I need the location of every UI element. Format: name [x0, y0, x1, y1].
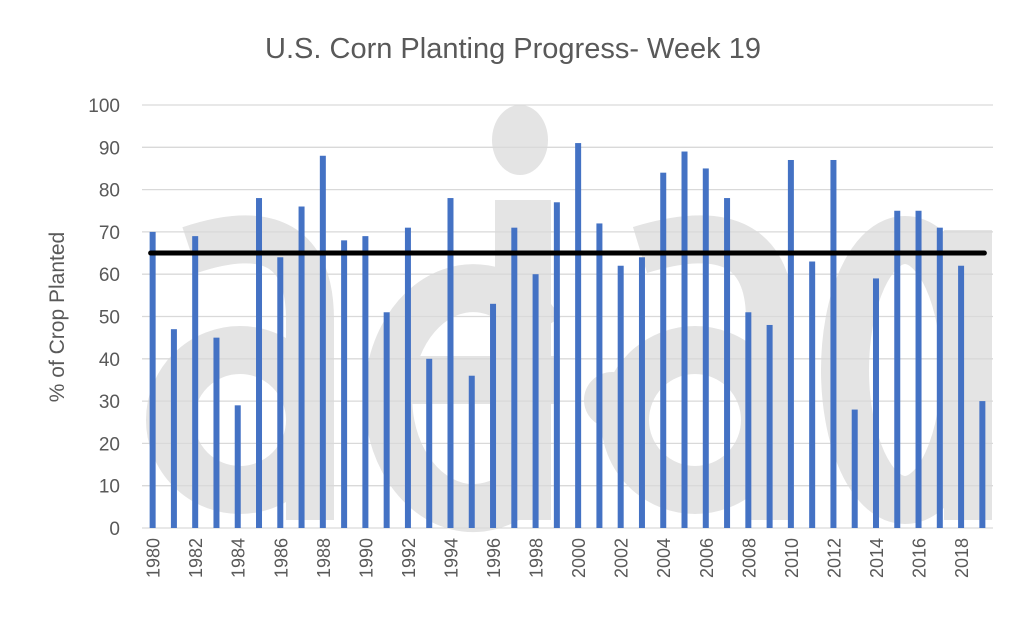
bar-2000 [575, 143, 582, 528]
watermark-letter-a2 [632, 215, 794, 520]
y-tick-label: 90 [99, 138, 120, 159]
y-tick-label: 30 [99, 392, 120, 413]
watermark-letter-a2-bowl [601, 326, 789, 514]
bar-2001 [596, 223, 603, 528]
bar-1988 [319, 155, 326, 528]
bar-1990 [362, 236, 369, 528]
bar-2008 [745, 312, 752, 528]
x-tick-label: 2006 [697, 538, 717, 578]
x-tick-label: 1990 [356, 538, 376, 578]
bar-1983 [213, 337, 220, 528]
x-tick-label: 1982 [186, 538, 206, 578]
y-tick-label: 60 [99, 265, 120, 286]
bar-1995 [468, 375, 475, 528]
bar-2018 [958, 265, 965, 528]
bar-2005 [681, 151, 688, 528]
bar-2013 [851, 409, 858, 528]
x-tick-label: 1994 [441, 538, 461, 578]
bar-2014 [872, 278, 879, 528]
x-tick-label: 1992 [399, 538, 419, 578]
x-tick-label: 2010 [782, 538, 802, 578]
watermark-period [584, 372, 640, 428]
bar-1993 [426, 358, 433, 528]
bar-1999 [553, 202, 560, 529]
bar-2007 [724, 198, 731, 528]
y-tick-label: 0 [109, 519, 120, 540]
bar-2003 [638, 257, 645, 528]
bar-1992 [404, 227, 411, 529]
x-tick-label: 1980 [144, 538, 164, 578]
y-tick-label: 100 [88, 96, 120, 117]
watermark-letter-a-stem [182, 215, 334, 520]
x-tick-label: 1998 [527, 538, 547, 578]
bar-2009 [766, 324, 773, 528]
y-tick-label: 10 [99, 477, 120, 498]
bar-2015 [894, 210, 901, 528]
bar-2004 [660, 172, 667, 528]
x-tick-label: 2002 [612, 538, 632, 578]
watermark-letter-i-dot [492, 105, 548, 175]
watermark-letter-i-stem [495, 200, 551, 520]
bar-2011 [809, 261, 816, 528]
bar-1980 [149, 231, 156, 528]
y-tick-label: 40 [99, 350, 120, 371]
bar-1984 [234, 405, 241, 528]
bar-1982 [192, 236, 199, 528]
bar-2016 [915, 210, 922, 528]
y-tick-label: 70 [99, 223, 120, 244]
bar-2002 [617, 265, 624, 528]
bar-1998 [532, 274, 539, 528]
watermark-logo [146, 215, 992, 533]
bar-1997 [511, 227, 518, 529]
bar-1985 [256, 198, 263, 528]
bar-1991 [383, 312, 390, 528]
y-axis-label: % of Crop Planted [46, 232, 69, 402]
bar-2019 [979, 401, 986, 528]
bar-1981 [170, 329, 177, 528]
bar-1989 [341, 240, 348, 529]
bar-1987 [298, 206, 305, 528]
y-tick-label: 20 [99, 434, 120, 455]
bar-1986 [277, 257, 284, 528]
y-tick-label: 50 [99, 308, 120, 329]
bar-2006 [702, 168, 709, 528]
bar-2017 [936, 227, 943, 529]
bar-1996 [490, 303, 497, 528]
x-tick-label: 2012 [824, 538, 844, 578]
x-tick-label: 2000 [569, 538, 589, 578]
x-tick-label: 2018 [952, 538, 972, 578]
bar-1994 [447, 198, 454, 528]
x-tick-label: 1984 [229, 538, 249, 578]
y-tick-label: 80 [99, 181, 120, 202]
x-tick-label: 2016 [910, 538, 930, 578]
bar-2010 [787, 159, 794, 529]
x-tick-label: 1986 [271, 538, 291, 578]
x-tick-label: 2004 [654, 538, 674, 578]
bar-2012 [830, 159, 837, 529]
x-tick-label: 2008 [739, 538, 759, 578]
x-tick-label: 1988 [314, 538, 334, 578]
x-tick-label: 2014 [867, 538, 887, 578]
x-tick-label: 1996 [484, 538, 504, 578]
chart-title: U.S. Corn Planting Progress- Week 19 [265, 33, 761, 65]
